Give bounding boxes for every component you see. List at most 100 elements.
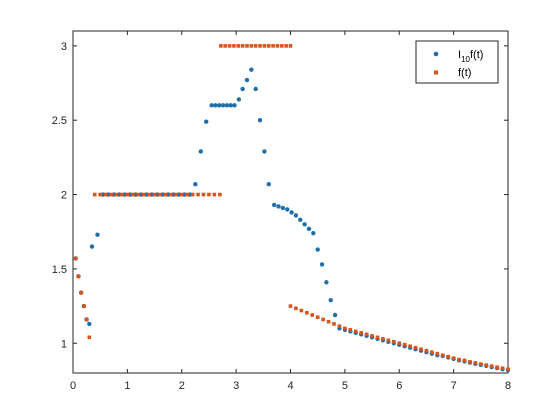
x-tick-label: 0 — [70, 380, 76, 392]
x-tick-label: 8 — [505, 380, 511, 392]
data-point-series-2 — [440, 353, 445, 357]
data-point-series-1 — [236, 97, 242, 102]
data-point-series-1 — [332, 312, 338, 318]
data-point-series-2 — [321, 317, 325, 322]
data-point-series-2 — [299, 308, 304, 313]
data-point-series-2 — [468, 360, 472, 364]
data-point-series-1 — [298, 217, 303, 223]
data-point-series-2 — [120, 192, 124, 197]
data-point-series-2 — [249, 44, 254, 48]
legend-box — [415, 40, 499, 84]
data-point-series-1 — [220, 103, 226, 108]
data-point-series-2 — [114, 192, 119, 197]
data-point-series-2 — [131, 192, 135, 197]
data-point-series-1 — [95, 232, 100, 237]
data-point-series-2 — [253, 44, 258, 48]
x-tick-label: 6 — [396, 380, 402, 392]
x-tick-label: 7 — [451, 380, 457, 392]
data-point-series-1 — [87, 321, 92, 327]
data-point-series-1 — [228, 103, 233, 108]
y-tick-label: 3 — [61, 41, 67, 53]
data-point-series-2 — [98, 192, 102, 197]
data-point-series-2 — [218, 192, 222, 197]
legend-label-series-2: f(t) — [458, 67, 471, 79]
data-point-series-2 — [174, 192, 179, 197]
data-point-series-2 — [506, 367, 510, 372]
data-point-series-2 — [271, 44, 275, 48]
data-point-series-1 — [193, 181, 198, 187]
data-point-series-2 — [359, 331, 363, 335]
data-point-series-1 — [324, 280, 329, 285]
data-point-series-2 — [240, 44, 245, 48]
y-tick-label: 2 — [61, 190, 67, 202]
data-point-series-2 — [430, 350, 434, 354]
data-point-series-1 — [315, 247, 320, 252]
legend-label-series-1-main: I — [458, 49, 461, 61]
data-point-series-2 — [479, 362, 483, 366]
y-tick-label: 1 — [61, 338, 67, 350]
data-point-series-2 — [446, 354, 450, 359]
data-point-series-1 — [285, 207, 290, 212]
data-point-series-2 — [185, 192, 189, 197]
data-point-series-1 — [224, 103, 230, 108]
data-point-series-2 — [201, 192, 206, 197]
data-point-series-2 — [315, 315, 320, 320]
data-point-series-2 — [109, 192, 113, 197]
data-point-series-2 — [169, 192, 173, 197]
data-point-series-2 — [386, 338, 391, 343]
x-tick-label: 5 — [342, 380, 348, 392]
data-point-series-1 — [249, 67, 254, 72]
data-point-series-2 — [419, 347, 423, 352]
data-point-series-2 — [76, 274, 81, 279]
data-point-series-1 — [266, 181, 271, 187]
data-point-series-2 — [245, 44, 249, 48]
legend-label-series-1-rest: f(t) — [470, 49, 483, 61]
y-axis: 1 1.5 2 2.5 3 — [52, 41, 508, 350]
data-point-series-2 — [500, 366, 505, 371]
data-point-series-2 — [141, 192, 146, 197]
data-point-series-2 — [288, 44, 293, 48]
data-point-series-1 — [204, 119, 209, 124]
data-points — [73, 44, 511, 373]
data-point-series-2 — [451, 356, 456, 360]
data-point-series-1 — [306, 226, 312, 231]
data-point-series-2 — [392, 339, 396, 344]
data-point-series-2 — [92, 192, 97, 197]
data-point-series-2 — [103, 192, 108, 197]
data-point-series-1 — [311, 231, 316, 236]
data-point-series-2 — [343, 326, 347, 331]
data-point-series-1 — [257, 118, 263, 123]
data-point-series-2 — [262, 44, 267, 48]
data-point-series-2 — [364, 332, 369, 337]
data-point-series-2 — [207, 192, 211, 197]
data-point-series-2 — [125, 192, 130, 197]
data-point-series-1 — [276, 204, 281, 209]
data-point-series-1 — [262, 149, 267, 154]
data-point-series-2 — [495, 365, 499, 370]
x-tick-label: 4 — [287, 380, 293, 392]
data-point-series-2 — [87, 335, 92, 340]
data-point-series-1 — [213, 103, 218, 108]
data-point-series-2 — [284, 44, 288, 48]
data-point-series-1 — [89, 244, 95, 249]
data-point-series-2 — [381, 337, 385, 341]
data-point-series-2 — [147, 192, 151, 197]
data-point-series-1 — [319, 262, 325, 267]
data-point-series-2 — [219, 44, 223, 48]
data-point-series-2 — [408, 344, 412, 349]
data-point-series-1 — [293, 213, 299, 218]
axes-frame — [72, 30, 509, 374]
data-point-series-2 — [375, 335, 380, 340]
data-point-series-2 — [163, 192, 168, 197]
data-point-series-2 — [457, 357, 461, 362]
data-point-series-2 — [236, 44, 241, 48]
legend-label-series-1-sub: 10 — [461, 55, 470, 64]
data-point-series-2 — [84, 317, 89, 322]
data-point-series-1 — [271, 202, 277, 208]
data-point-series-1 — [209, 103, 214, 108]
data-point-series-1 — [289, 210, 294, 215]
data-point-series-2 — [305, 310, 309, 315]
data-point-series-2 — [223, 44, 228, 48]
data-point-series-2 — [413, 345, 418, 350]
